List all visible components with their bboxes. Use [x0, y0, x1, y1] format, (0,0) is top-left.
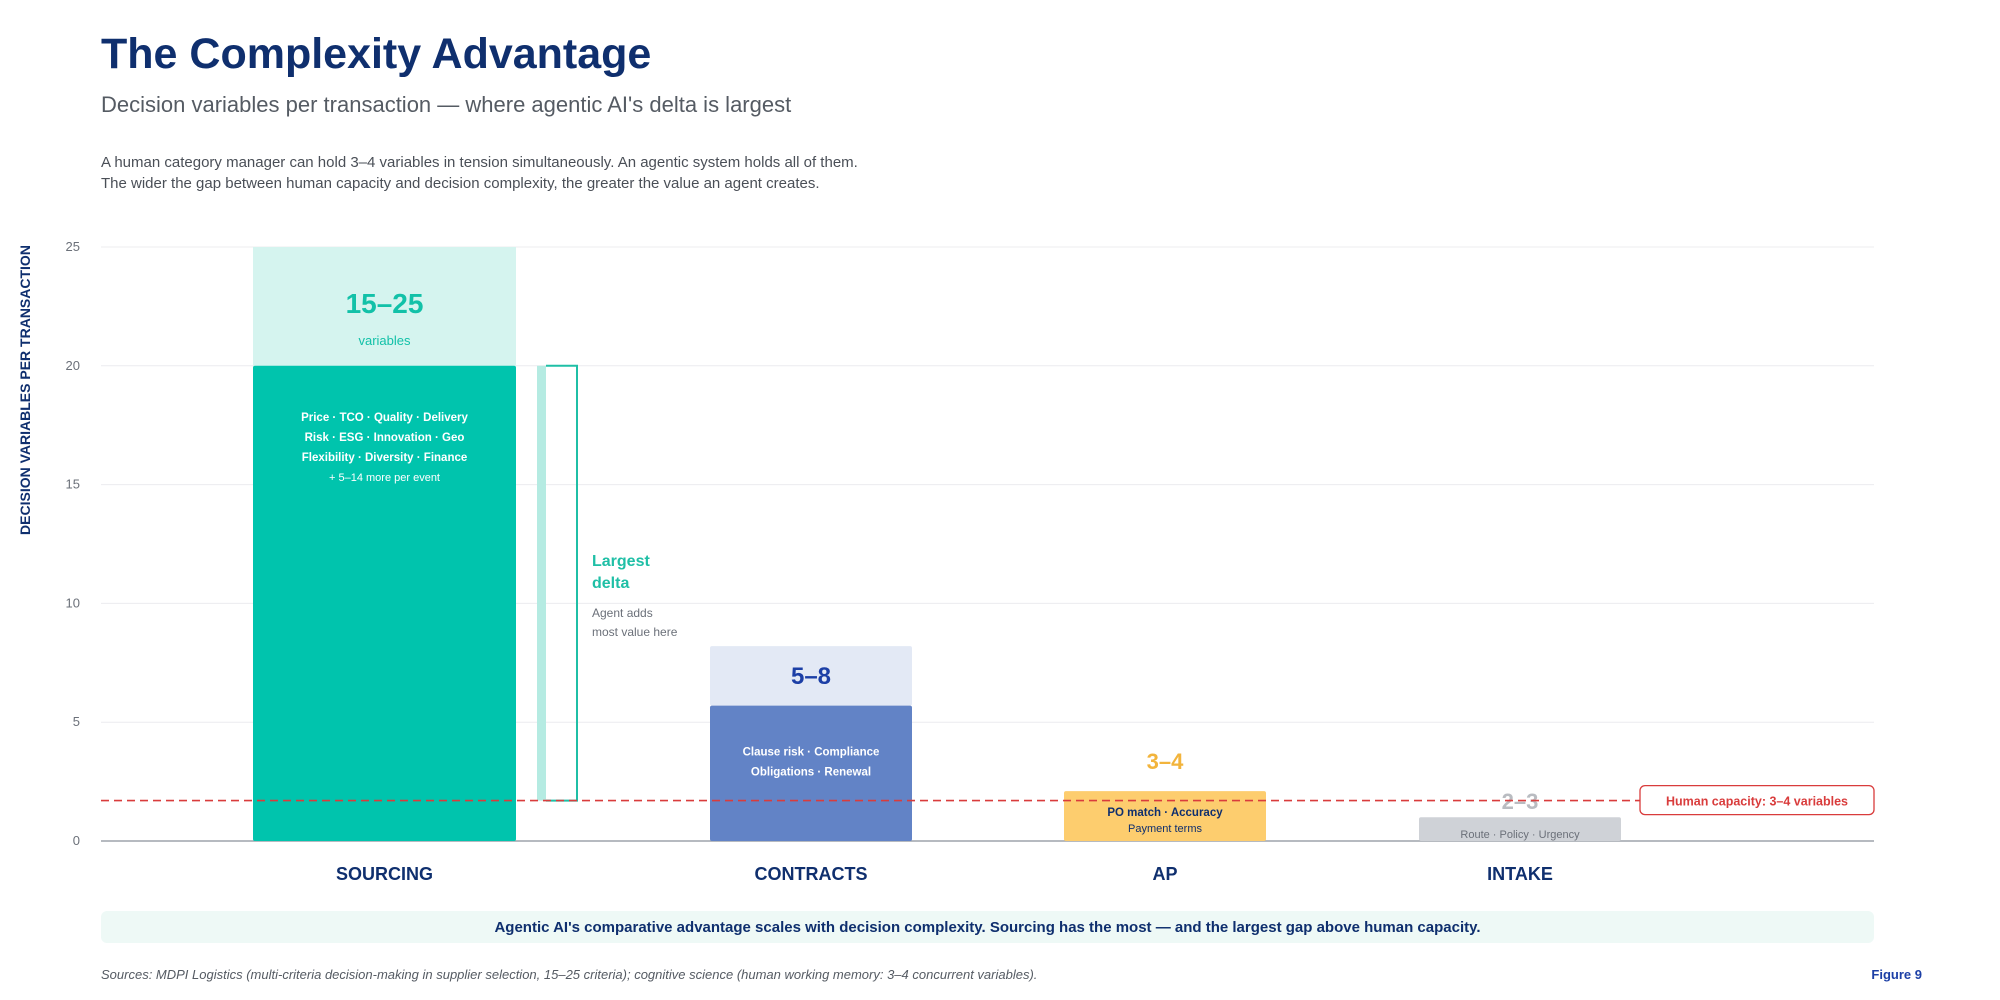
contracts-range-bar [710, 646, 912, 706]
page-title: The Complexity Advantage [101, 30, 652, 78]
sourcing-category-label: SOURCING [336, 864, 433, 884]
intro-text: A human category manager can hold 3–4 va… [101, 152, 1101, 194]
human-capacity-label: Human capacity: 3–4 variables [1666, 795, 1848, 809]
intake-category-label: INTAKE [1487, 864, 1553, 884]
key-takeaway-callout: Agentic AI's comparative advantage scale… [101, 911, 1874, 943]
y-tick-label: 10 [66, 595, 80, 610]
sources-note: Sources: MDPI Logistics (multi-criteria … [101, 967, 1038, 982]
y-tick-label: 15 [66, 477, 80, 492]
y-tick-label: 25 [66, 239, 80, 254]
intake-bar [1419, 817, 1621, 841]
intake-range-label: 2–3 [1502, 789, 1539, 814]
intro-line-1: A human category manager can hold 3–4 va… [101, 154, 858, 171]
ap-category-label: AP [1152, 864, 1177, 884]
ap-detail-text: Payment terms [1128, 823, 1202, 835]
delta-title: delta [592, 575, 629, 592]
intro-line-2: The wider the gap between human capacity… [101, 175, 820, 192]
sourcing-bar [253, 365, 516, 841]
delta-band [537, 365, 546, 801]
contracts-category-label: CONTRACTS [755, 864, 868, 884]
sourcing-range-bar [253, 247, 516, 366]
ap-range-label: 3–4 [1147, 749, 1184, 774]
contracts-bar [710, 705, 912, 841]
figure-number: Figure 9 [1871, 967, 1922, 982]
sourcing-detail-text: Price · TCO · Quality · Delivery [301, 412, 468, 424]
ap-bar [1064, 791, 1266, 841]
sourcing-detail-text: + 5–14 more per event [329, 472, 440, 484]
y-tick-label: 5 [73, 714, 80, 729]
delta-title: Largest [592, 553, 650, 570]
contracts-range-label: 5–8 [791, 663, 831, 690]
contracts-detail-text: Obligations · Renewal [751, 767, 871, 779]
sourcing-detail-text: Flexibility · Diversity · Finance [302, 452, 468, 464]
delta-note: Agent adds [592, 606, 653, 620]
sourcing-unit-label: variables [358, 333, 411, 348]
y-tick-label: 20 [66, 358, 80, 373]
y-tick-label: 0 [73, 833, 80, 848]
sourcing-detail-text: Risk · ESG · Innovation · Geo [305, 432, 465, 444]
y-axis-title: DECISION VARIABLES PER TRANSACTION [17, 245, 33, 535]
human-capacity-label-box [1639, 784, 1875, 816]
delta-bracket [546, 364, 578, 802]
page-subtitle: Decision variables per transaction — whe… [101, 92, 792, 117]
delta-note: most value here [592, 625, 678, 639]
intake-detail-text: Route · Policy · Urgency [1460, 829, 1580, 841]
ap-detail-text: PO match · Accuracy [1107, 807, 1223, 819]
contracts-detail-text: Clause risk · Compliance [743, 747, 880, 759]
sourcing-range-label: 15–25 [346, 288, 424, 319]
